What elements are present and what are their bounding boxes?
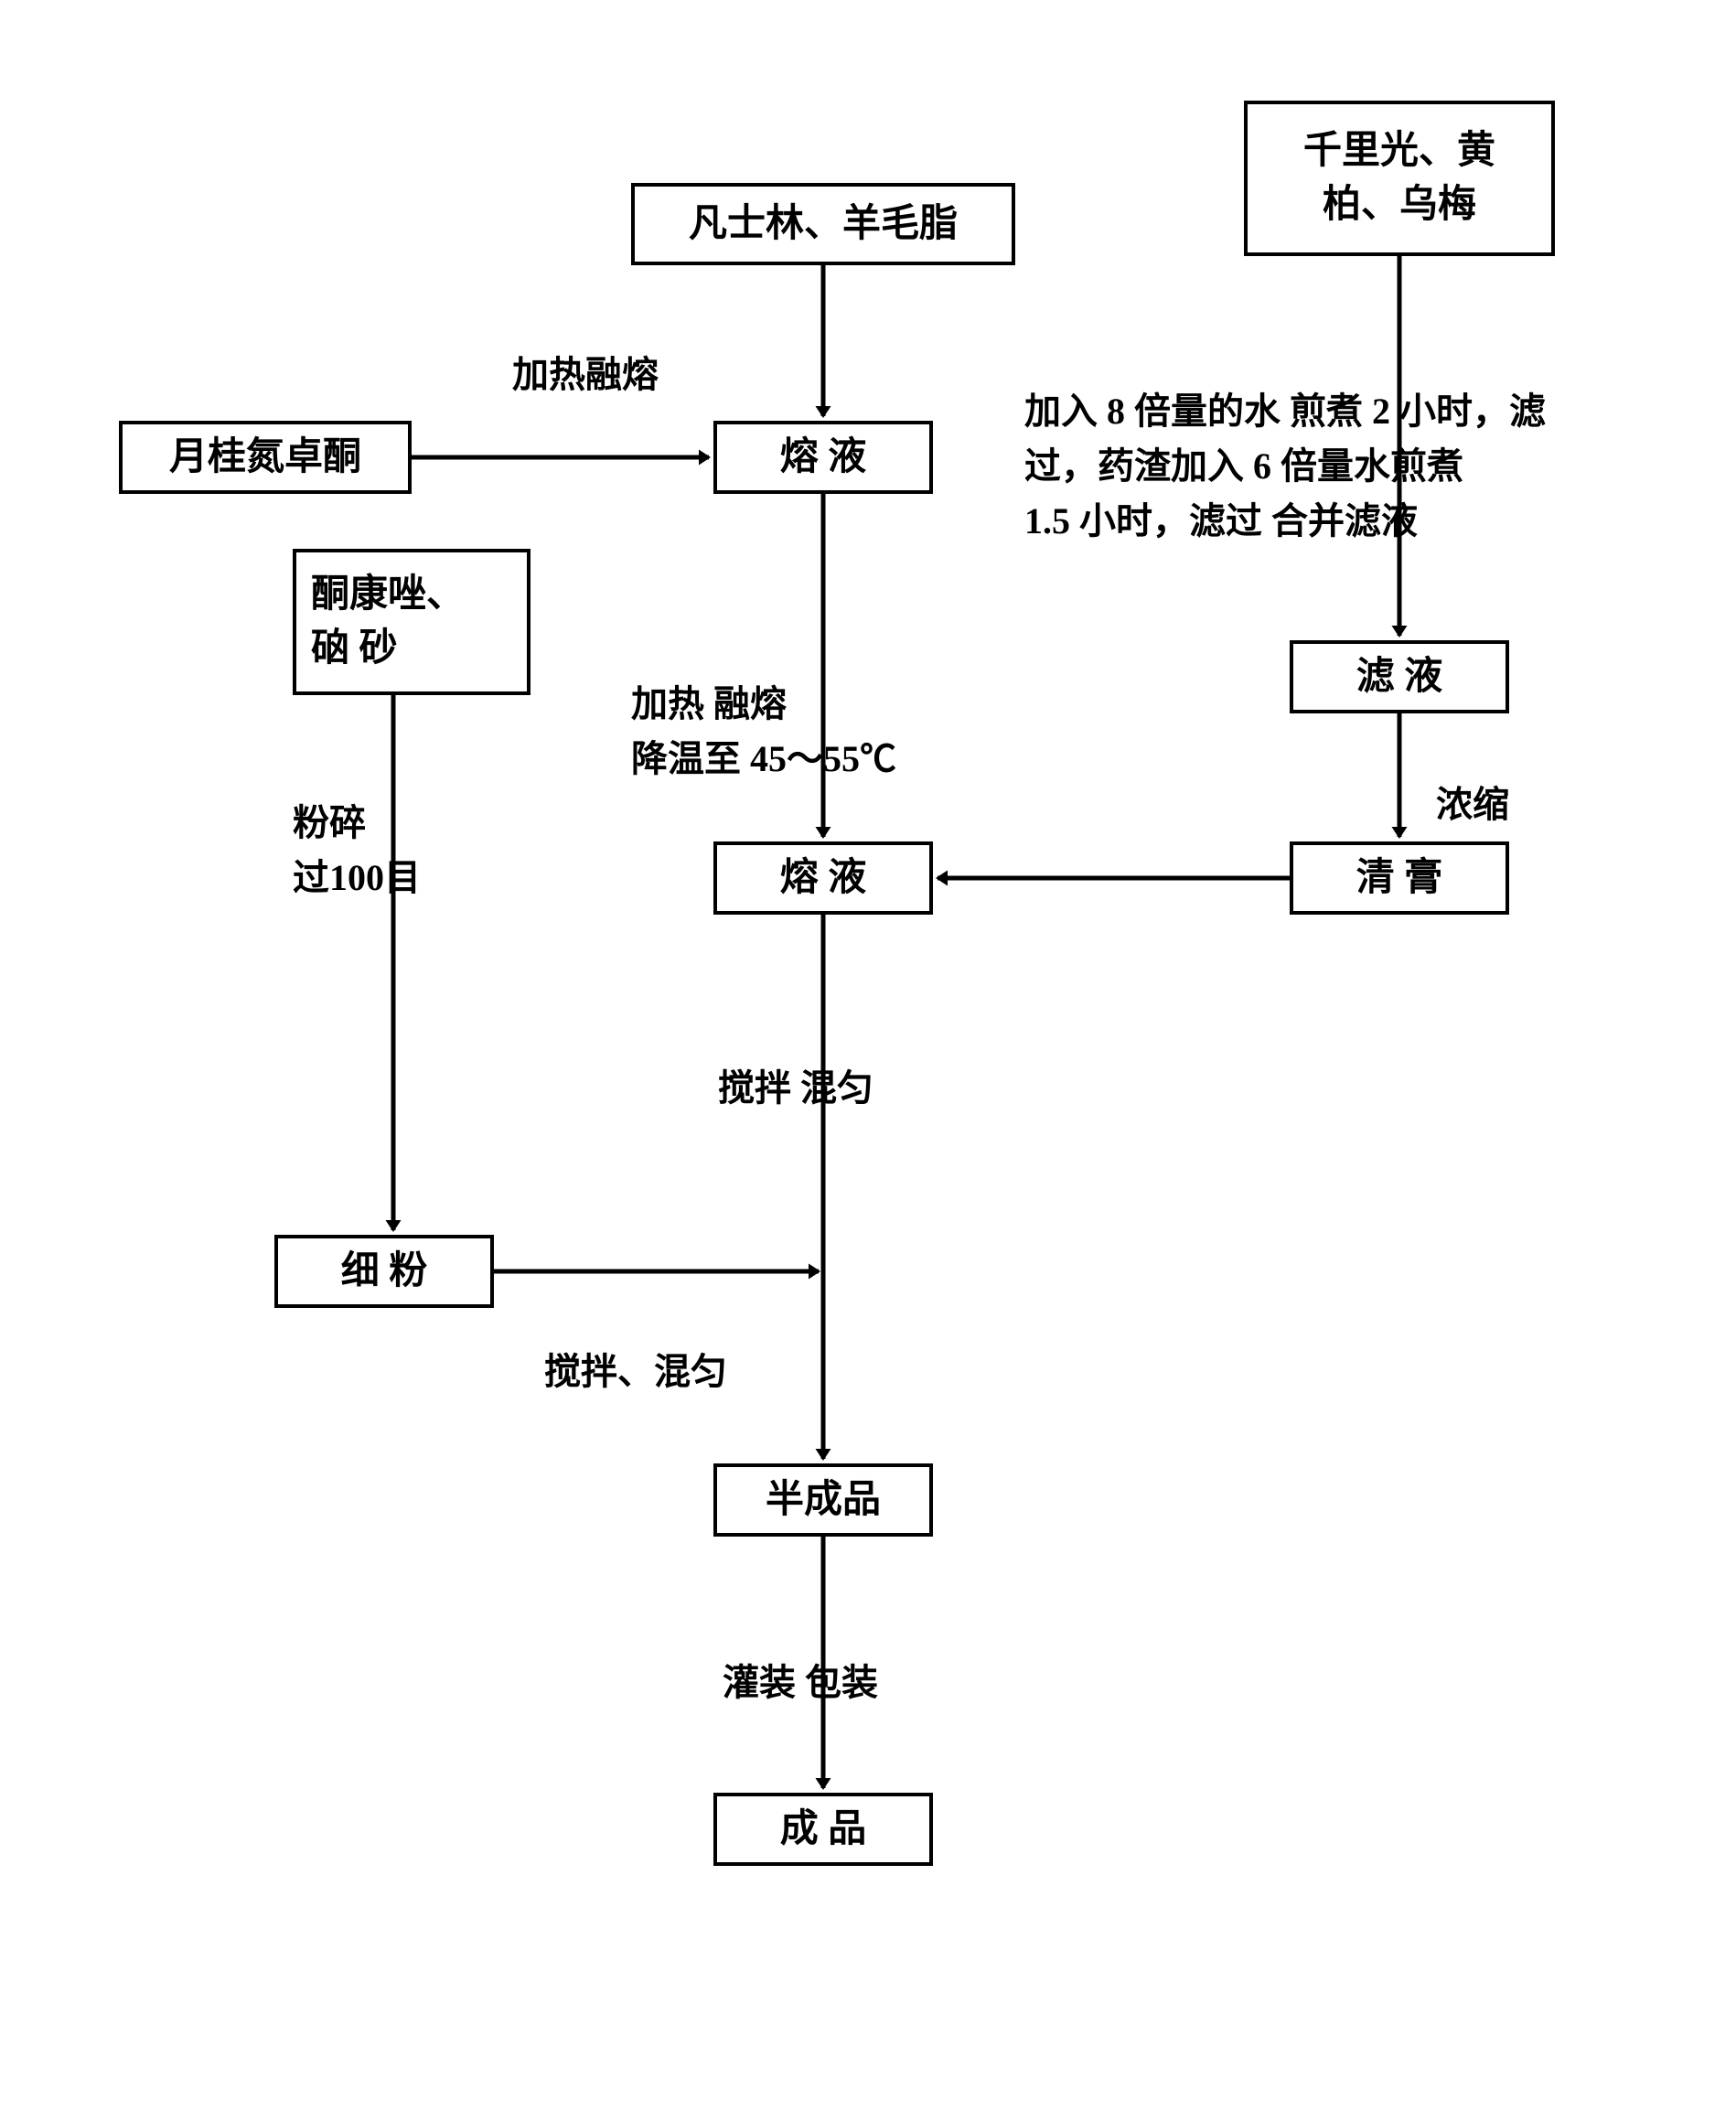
node-keto: 酮康唑、 硇 砂 [293, 549, 530, 695]
node-product: 成 品 [713, 1793, 933, 1866]
label-heat-melt1: 加热融熔 [512, 348, 659, 402]
node-filtrate: 滤 液 [1290, 640, 1509, 713]
node-melt2: 熔 液 [713, 841, 933, 915]
node-paste: 清 膏 [1290, 841, 1509, 915]
flowchart-canvas: 千里光、黄 柏、乌梅 凡士林、羊毛脂 月桂氮卓酮 酮康唑、 硇 砂 熔 液 滤 … [0, 0, 1736, 2111]
node-azone: 月桂氮卓酮 [119, 421, 412, 494]
node-melt1: 熔 液 [713, 421, 933, 494]
label-heat-cool: 加热 融熔 降温至 45～55℃ [631, 677, 896, 787]
node-herbs: 千里光、黄 柏、乌梅 [1244, 101, 1555, 256]
label-pack: 灌装 包装 [723, 1656, 878, 1710]
label-stir1: 搅拌 混匀 [718, 1061, 873, 1116]
node-vaseline: 凡士林、羊毛脂 [631, 183, 1015, 265]
label-grind: 粉碎 过100目 [293, 796, 421, 905]
node-powder: 细 粉 [274, 1235, 494, 1308]
label-concentrate: 浓缩 [1436, 777, 1509, 832]
label-stir2: 搅拌、混匀 [544, 1345, 727, 1399]
label-decoct: 加入 8 倍量的水 煎煮 2 小时，滤 过，药渣加入 6 倍量水煎煮 1.5 小… [1024, 384, 1692, 549]
node-semi: 半成品 [713, 1463, 933, 1537]
